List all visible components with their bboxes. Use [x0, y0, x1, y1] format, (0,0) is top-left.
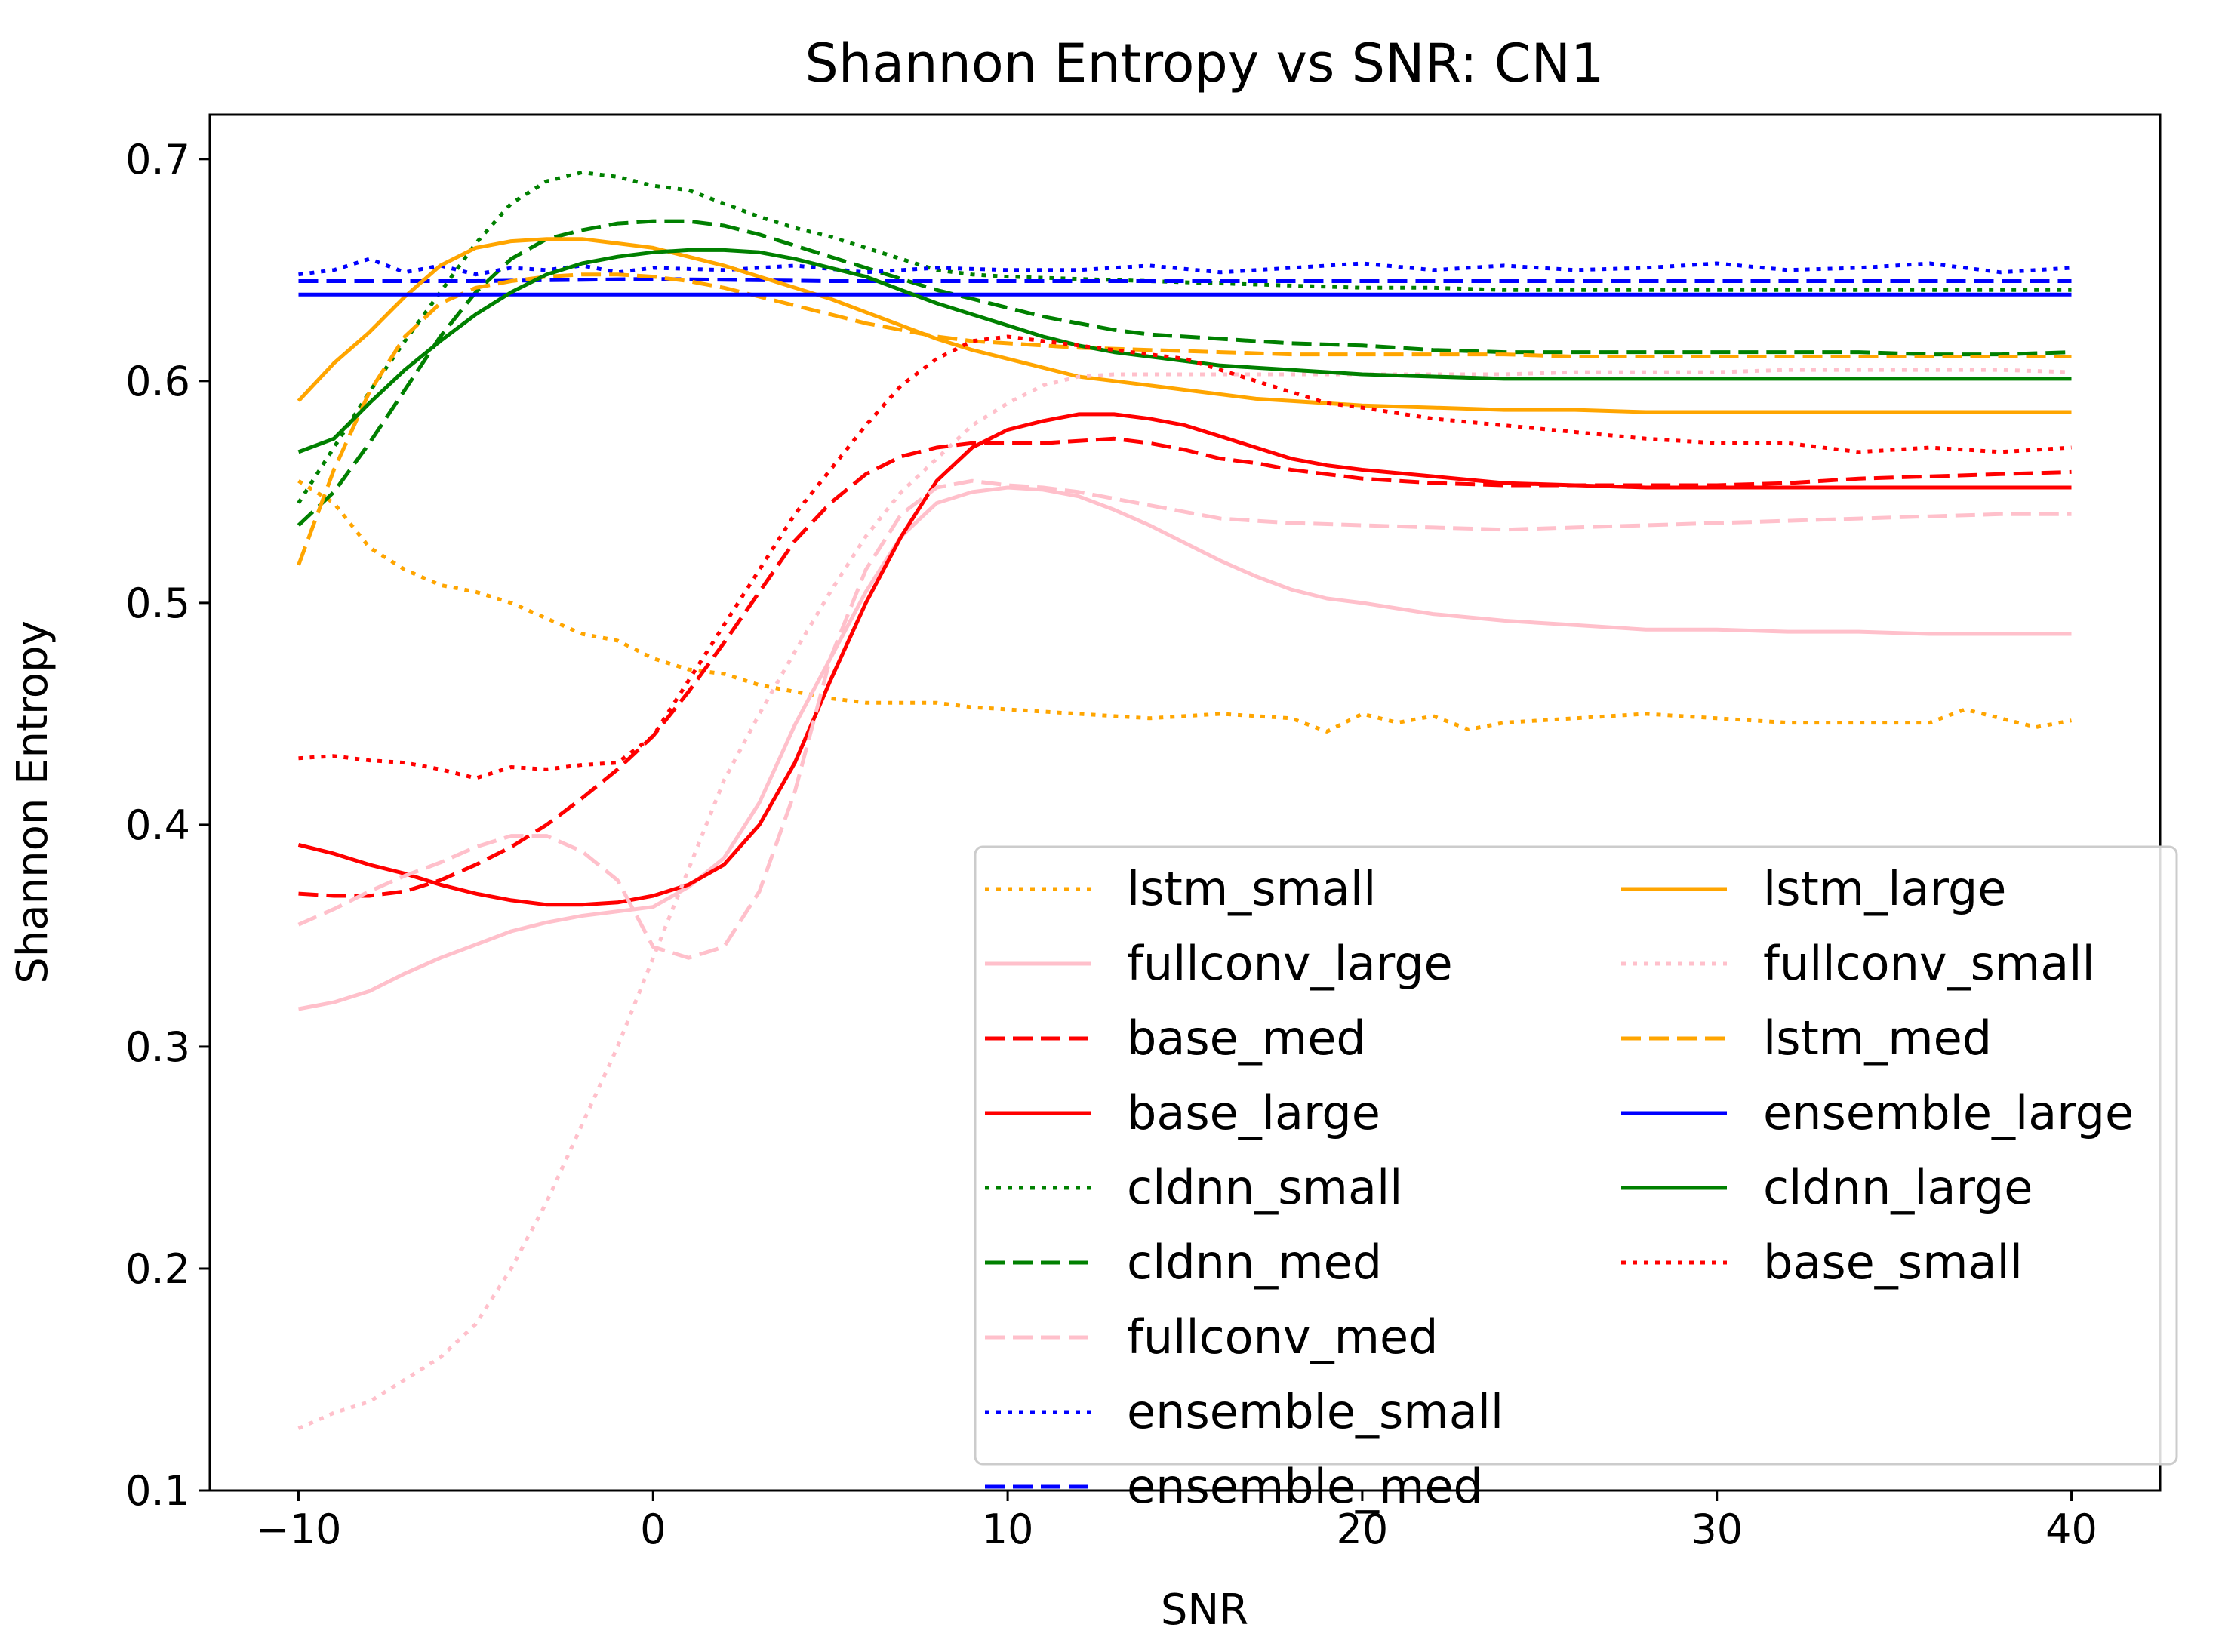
series-line-fullconv_small: [297, 368, 2072, 1430]
series-line-base_med: [298, 436, 2072, 898]
legend-label-base_large: base_large: [1127, 1085, 1380, 1140]
legend-label-ensemble_small: ensemble_small: [1127, 1384, 1503, 1439]
y-axis-label: Shannon Entropy: [8, 620, 57, 983]
x-tick-label: −10: [255, 1506, 341, 1553]
y-tick-label: 0.3: [125, 1023, 190, 1071]
legend-box: [974, 845, 2178, 1466]
plot-area-frame: [208, 113, 2162, 1492]
x-tick-label: 0: [640, 1506, 666, 1553]
legend-label-fullconv_large: fullconv_large: [1127, 936, 1453, 991]
legend-label-cldnn_med: cldnn_med: [1127, 1235, 1382, 1290]
legend-label-base_med: base_med: [1127, 1011, 1366, 1066]
legend-label-fullconv_small: fullconv_small: [1763, 936, 2095, 991]
series-line-cldnn_med: [297, 219, 2072, 527]
legend-label-ensemble_large: ensemble_large: [1763, 1085, 2134, 1140]
legend-label-lstm_small: lstm_small: [1127, 861, 1376, 916]
y-axis: 0.1 0.2 0.3 0.4 0.5 0.6 0.7: [125, 136, 210, 1515]
series-line-fullconv_large: [298, 485, 2072, 1011]
x-tick-label: 20: [1337, 1506, 1389, 1553]
x-tick-label: 40: [2045, 1506, 2097, 1553]
series-line-fullconv_med: [297, 478, 2072, 960]
legend-label-lstm_large: lstm_large: [1763, 861, 2006, 916]
legend-label-fullconv_med: fullconv_med: [1127, 1309, 1438, 1364]
series-line-cldnn_large: [297, 248, 2072, 454]
x-tick-label: 30: [1691, 1506, 1743, 1553]
series-line-ensemble_small: [298, 257, 2072, 277]
y-tick-label: 0.7: [125, 136, 190, 183]
series-line-cldnn_small: [297, 170, 2072, 504]
y-tick-label: 0.4: [125, 801, 190, 849]
series-line-ensemble_med: [298, 277, 2072, 283]
legend-label-cldnn_small: cldnn_small: [1127, 1160, 1402, 1215]
series-line-base_large: [297, 412, 2072, 907]
legend-label-ensemble_med: ensemble_med: [1127, 1459, 1483, 1514]
x-axis-label: SNR: [1161, 1586, 1248, 1635]
x-tick-label: 10: [982, 1506, 1034, 1553]
x-axis: −10 0 10 20 30 40: [255, 1490, 2097, 1553]
chart-title: Shannon Entropy vs SNR: CN1: [805, 32, 1604, 94]
series-line-lstm_large: [297, 237, 2072, 414]
legend: lstm_small fullconv_large base_med base_lar…: [974, 845, 2178, 1514]
y-tick-label: 0.2: [125, 1245, 190, 1293]
legend-label-cldnn_large: cldnn_large: [1763, 1160, 2033, 1215]
series-line-lstm_med: [297, 272, 2072, 566]
y-tick-label: 0.1: [125, 1467, 190, 1515]
legend-label-lstm_med: lstm_med: [1763, 1011, 1992, 1066]
series-layer: [297, 170, 2072, 1430]
y-tick-label: 0.6: [125, 358, 190, 405]
legend-label-base_small: base_small: [1763, 1235, 2023, 1290]
series-line-base_small: [298, 334, 2072, 780]
y-tick-label: 0.5: [125, 580, 190, 627]
